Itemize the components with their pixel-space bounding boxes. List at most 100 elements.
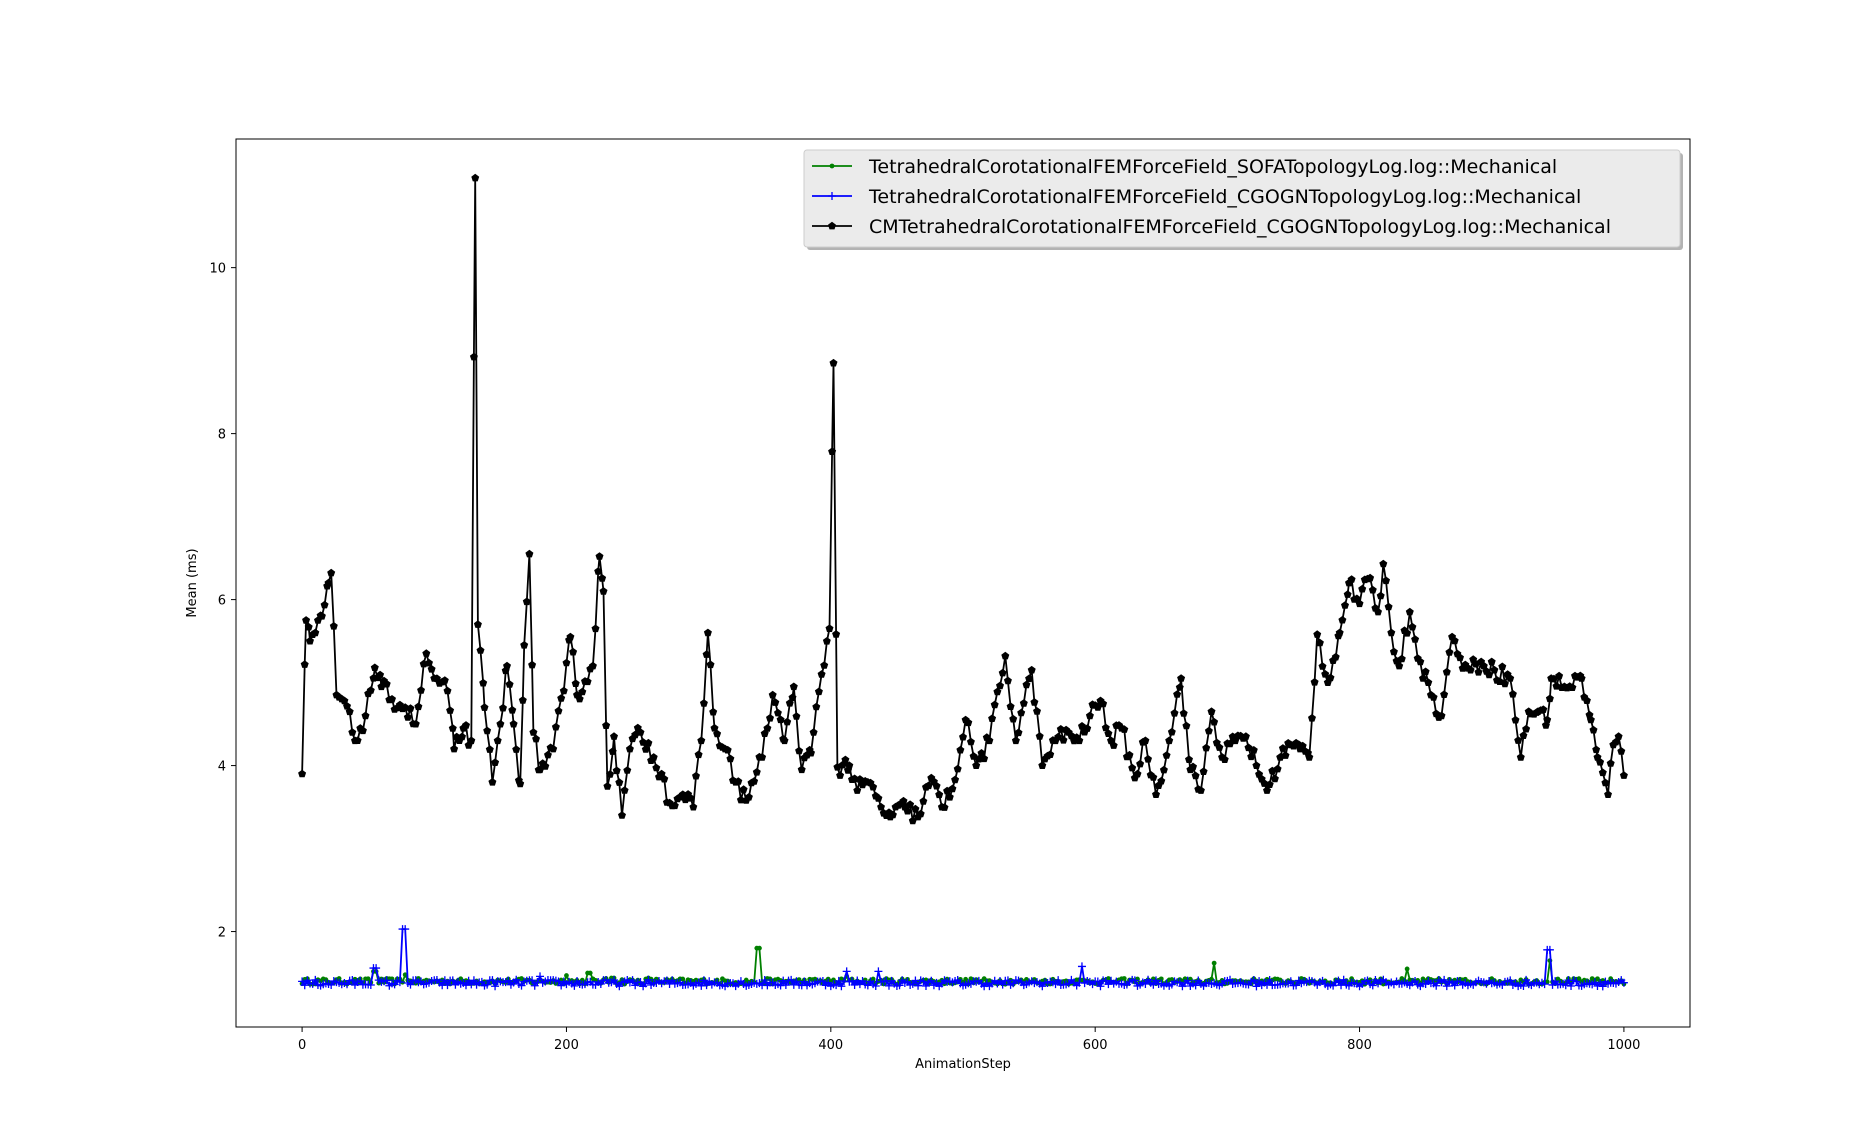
data-point xyxy=(1490,665,1499,674)
data-point xyxy=(1539,705,1548,713)
data-point xyxy=(401,925,410,934)
data-point xyxy=(1273,764,1282,773)
data-point xyxy=(551,722,560,731)
data-point xyxy=(583,677,592,686)
data-point xyxy=(1286,977,1295,986)
data-point xyxy=(1177,674,1186,682)
data-point xyxy=(448,976,457,985)
data-point xyxy=(670,801,679,810)
data-point xyxy=(993,687,1002,696)
data-point xyxy=(771,698,780,706)
data-point xyxy=(443,686,452,695)
data-point xyxy=(636,728,645,736)
data-point xyxy=(850,774,859,783)
legend-label: CMTetrahedralCorotationalFEMForceField_C… xyxy=(869,216,1611,238)
data-point xyxy=(1617,747,1626,755)
data-point xyxy=(1424,678,1433,686)
data-point xyxy=(525,549,534,558)
data-point xyxy=(366,686,375,694)
data-point xyxy=(1331,652,1340,661)
y-axis-title: Mean (ms) xyxy=(185,548,200,617)
data-point xyxy=(469,976,478,985)
data-point xyxy=(1059,736,1068,744)
data-point xyxy=(606,770,615,778)
data-point xyxy=(1133,769,1142,778)
data-point xyxy=(908,816,917,825)
data-point xyxy=(789,682,798,691)
data-point xyxy=(963,976,969,982)
plot-series xyxy=(298,173,1628,991)
data-point xyxy=(1011,736,1020,745)
legend-label: TetrahedralCorotationalFEMForceField_CGO… xyxy=(868,186,1581,208)
data-point xyxy=(340,696,349,705)
data-point xyxy=(822,637,831,645)
data-point xyxy=(390,980,399,989)
data-point xyxy=(575,694,584,703)
data-point xyxy=(1033,707,1041,715)
data-point xyxy=(1384,602,1393,611)
data-point xyxy=(411,719,420,728)
data-point xyxy=(1211,960,1217,966)
data-point xyxy=(1598,982,1607,991)
data-point xyxy=(1141,736,1150,745)
data-point xyxy=(1450,636,1459,645)
data-point xyxy=(1025,674,1034,683)
data-point xyxy=(1046,750,1055,758)
data-point xyxy=(968,976,974,982)
data-point xyxy=(508,706,517,714)
data-point xyxy=(588,661,597,670)
data-point xyxy=(845,761,854,769)
data-point xyxy=(528,660,537,669)
data-point xyxy=(1315,638,1324,647)
data-point xyxy=(388,695,396,703)
data-point xyxy=(536,765,544,774)
data-point xyxy=(1006,702,1015,710)
data-point xyxy=(1397,654,1406,663)
data-point xyxy=(1085,711,1094,720)
legend-entry: TetrahedralCorotationalFEMForceField_SOF… xyxy=(812,156,1557,178)
data-point xyxy=(618,811,626,819)
data-point xyxy=(317,612,326,620)
data-point xyxy=(1173,690,1182,698)
data-point xyxy=(988,714,997,722)
data-point xyxy=(1419,674,1427,682)
data-point xyxy=(1019,699,1028,707)
data-point xyxy=(1265,780,1274,788)
x-tick-label: 200 xyxy=(554,1038,579,1053)
data-point xyxy=(557,694,566,702)
data-point xyxy=(1487,657,1496,666)
data-point xyxy=(516,779,525,788)
data-point xyxy=(361,711,370,720)
data-point xyxy=(1292,981,1301,990)
data-point xyxy=(1014,728,1023,737)
data-point xyxy=(1017,708,1026,717)
data-point xyxy=(874,794,883,802)
data-point xyxy=(736,795,745,804)
data-point xyxy=(1199,767,1208,775)
data-point xyxy=(723,745,732,754)
data-point xyxy=(895,981,904,990)
data-point xyxy=(1125,750,1134,759)
data-point xyxy=(1379,559,1388,568)
data-point xyxy=(1101,723,1110,732)
data-point xyxy=(919,977,928,986)
data-point xyxy=(427,665,436,673)
data-point xyxy=(1077,962,1086,971)
data-point xyxy=(825,624,834,632)
data-point xyxy=(710,724,719,732)
data-point xyxy=(636,978,645,987)
data-point xyxy=(996,681,1004,690)
data-point xyxy=(599,587,608,595)
data-point xyxy=(758,753,767,761)
data-point xyxy=(959,732,967,741)
data-point xyxy=(1038,761,1047,769)
data-point xyxy=(795,746,804,755)
data-point xyxy=(348,975,357,984)
data-point xyxy=(744,793,753,801)
x-axis-title: AnimationStep xyxy=(915,1057,1011,1072)
data-point xyxy=(814,687,823,696)
data-point xyxy=(1561,981,1570,990)
legend-entry: TetrahedralCorotationalFEMForceField_CGO… xyxy=(812,186,1581,208)
data-point xyxy=(797,765,806,774)
